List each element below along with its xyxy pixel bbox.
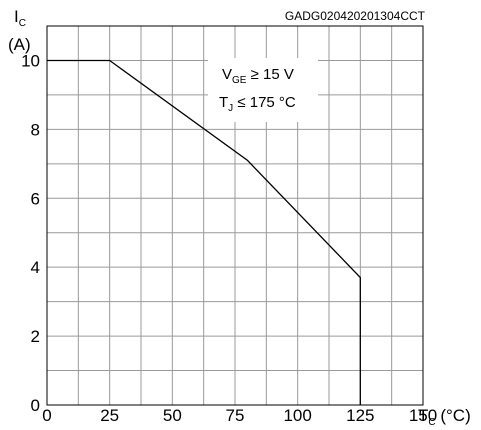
y-axis-symbol: IC [14,7,26,29]
y-tick-label: 6 [31,189,40,208]
x-tick-label: 0 [42,406,51,425]
condition-tj-subscript: J [228,103,233,114]
y-axis-subscript: C [19,18,26,29]
y-tick-label: 8 [31,120,40,139]
x-tick-label: 100 [283,406,311,425]
x-axis-subscript: C [428,417,435,428]
x-axis-unit: (°C) [436,406,471,425]
condition-tj-text: ≤ 175 °C [233,94,296,111]
y-tick-label: 0 [31,396,40,415]
y-tick-label: 4 [31,258,40,277]
plot-frame [46,25,424,406]
x-tick-label: 25 [100,406,119,425]
series-line [47,59,361,405]
y-tick-label: 2 [31,327,40,346]
y-axis-unit: (A) [8,35,31,54]
x-tick-label: 50 [163,406,182,425]
x-axis-symbol: T [418,406,428,425]
x-axis-label: TC (°C) [418,406,471,428]
condition-vge: VGE ≥ 15 V [222,66,294,86]
condition-tj-symbol: T [219,94,228,111]
y-axis-symbol-main: I [14,7,19,26]
x-tick-label: 125 [346,406,374,425]
x-tick-labels: 0 25 50 75 100 125 150 [42,406,437,425]
x-tick-label: 150 [409,406,437,425]
y-tick-label: 10 [21,51,40,70]
y-tick-labels: 0 2 4 6 8 10 [21,51,40,415]
condition-vge-symbol: V [222,66,232,83]
conditions-box [208,58,318,122]
condition-vge-subscript: GE [232,75,247,86]
condition-tj: TJ ≤ 175 °C [219,94,296,114]
reference-code: GADG020420201304CCT [285,9,426,23]
x-tick-label: 75 [226,406,245,425]
condition-vge-text: ≥ 15 V [246,66,293,83]
